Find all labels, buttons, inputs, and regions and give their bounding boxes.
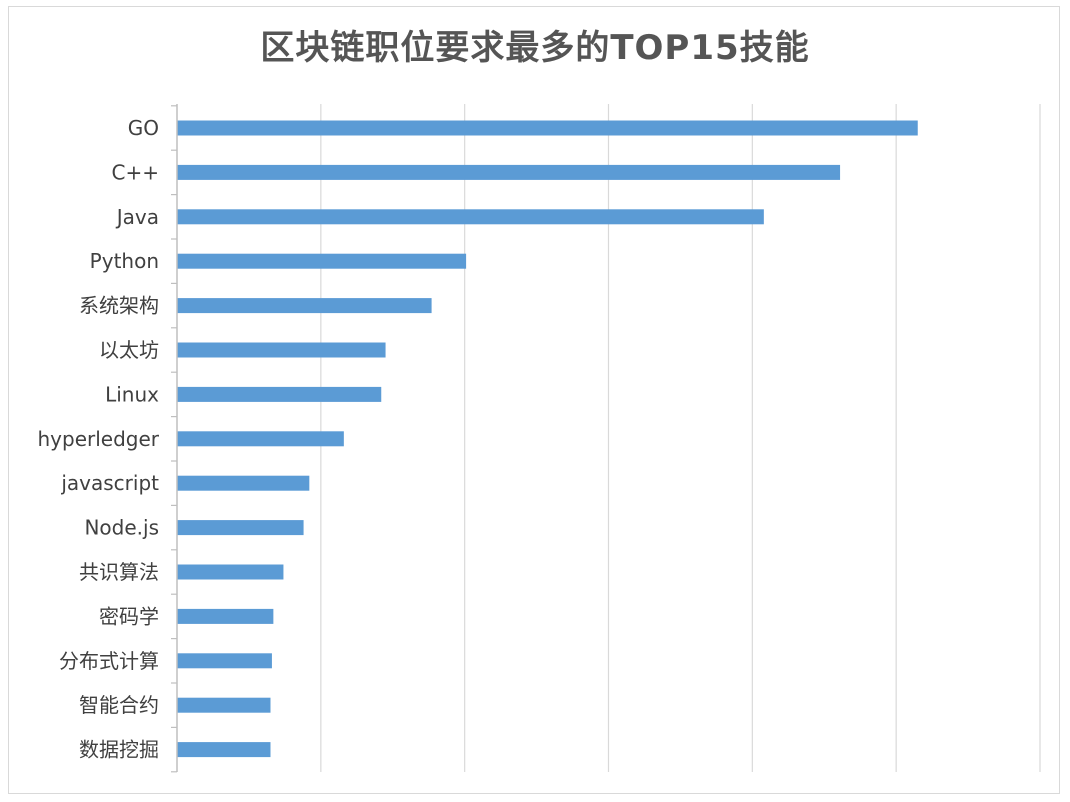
bar xyxy=(177,298,432,314)
category-label: 智能合约 xyxy=(79,693,159,717)
bar xyxy=(177,120,918,136)
category-label: Node.js xyxy=(84,516,159,540)
bar xyxy=(177,164,841,180)
category-label: Linux xyxy=(105,382,159,406)
bars xyxy=(177,120,918,758)
bar xyxy=(177,564,284,580)
bar xyxy=(177,608,274,624)
bar xyxy=(177,697,271,713)
bar xyxy=(177,386,382,402)
bar xyxy=(177,342,386,358)
bar xyxy=(177,653,272,669)
category-label: C++ xyxy=(112,160,159,184)
category-label: hyperledger xyxy=(37,427,159,451)
category-label: 分布式计算 xyxy=(59,649,159,673)
bar xyxy=(177,209,764,225)
category-label: 系统架构 xyxy=(79,294,159,318)
bar xyxy=(177,431,344,447)
bar xyxy=(177,475,310,491)
gridlines xyxy=(320,104,1041,772)
category-label: GO xyxy=(128,116,159,140)
category-label: 以太坊 xyxy=(99,338,159,362)
category-axis xyxy=(171,104,178,773)
category-label: javascript xyxy=(60,471,159,495)
category-label: 共识算法 xyxy=(79,560,159,584)
category-label: Python xyxy=(90,249,159,273)
category-label: Java xyxy=(115,205,159,229)
bar xyxy=(177,742,271,758)
bar xyxy=(177,253,467,269)
bar xyxy=(177,520,304,536)
chart-title: 区块链职位要求最多的TOP15技能 xyxy=(260,28,810,68)
category-label: 密码学 xyxy=(99,604,159,628)
category-label: 数据挖掘 xyxy=(79,738,159,762)
